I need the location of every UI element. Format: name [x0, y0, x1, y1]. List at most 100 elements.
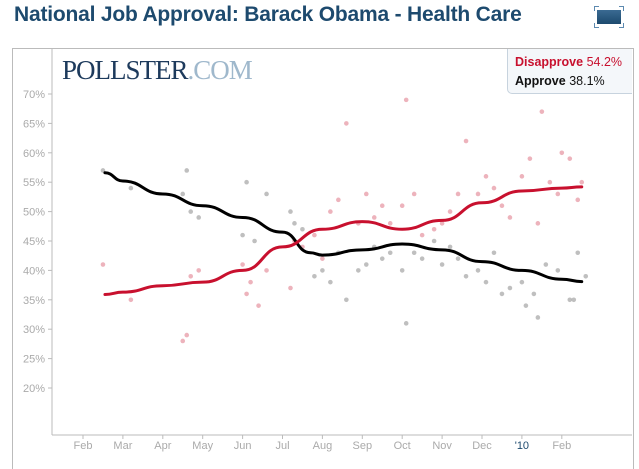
disapprove-poll-point [336, 197, 341, 203]
disapprove-poll-point [128, 297, 134, 303]
approve-poll-point [535, 315, 541, 320]
legend-disapprove-value: 54.2% [586, 55, 623, 69]
disapprove-poll-point [399, 203, 405, 209]
disapprove-poll-point [248, 279, 253, 285]
approve-poll-point [328, 279, 333, 285]
approve-poll-point [419, 256, 425, 261]
page-title: National Job Approval: Barack Obama - He… [14, 3, 522, 26]
approve-poll-point [128, 185, 134, 191]
approve-poll-point [543, 262, 549, 267]
approve-poll-point [288, 209, 293, 214]
x-tick-label: Sep [353, 440, 373, 452]
disapprove-poll-point [344, 121, 349, 126]
approve-poll-point [455, 256, 461, 261]
expand-icon [597, 10, 621, 24]
x-tick-label: Nov [432, 440, 452, 452]
legend-approve-label: Approve [515, 74, 566, 88]
approve-poll-point [196, 215, 202, 220]
legend-disapprove[interactable]: Disapprove 54.2% [515, 53, 632, 72]
disapprove-poll-point [180, 338, 186, 344]
approve-poll-point [320, 268, 325, 273]
approve-poll-point [439, 262, 445, 267]
disapprove-poll-point [499, 203, 505, 209]
disapprove-poll-point [519, 174, 525, 179]
y-tick-label: 60% [23, 148, 45, 160]
y-tick-label: 30% [23, 324, 45, 336]
disapprove-poll-point [527, 156, 533, 161]
disapprove-poll-point [439, 221, 445, 226]
disapprove-trend-line [103, 185, 584, 297]
disapprove-poll-point [455, 191, 461, 197]
disapprove-poll-point [483, 174, 489, 179]
disapprove-poll-point [379, 203, 385, 209]
approve-poll-point [344, 297, 349, 303]
approve-poll-point [519, 279, 525, 285]
disapprove-poll-point [188, 273, 194, 279]
x-tick-label: Jul [275, 440, 289, 452]
x-tick-label: May [192, 440, 213, 452]
pollster-logo: POLLSTER.COM [62, 55, 253, 86]
y-tick-label: 40% [23, 265, 45, 277]
disapprove-poll-point [575, 197, 581, 203]
approve-poll-point [379, 256, 385, 261]
approve-poll-point [431, 238, 437, 244]
approve-poll-point [491, 250, 497, 256]
approve-poll-point [363, 262, 369, 267]
approve-poll-point [447, 244, 453, 250]
approve-poll-point [555, 268, 561, 273]
x-tick-label: Apr [154, 440, 171, 452]
disapprove-poll-point [264, 268, 269, 273]
disapprove-poll-point [256, 303, 261, 308]
approve-poll-point [252, 238, 257, 244]
approve-poll-point [300, 226, 305, 232]
disapprove-poll-point [320, 256, 325, 261]
y-tick-label: 45% [23, 236, 45, 248]
corner-mark [619, 23, 624, 28]
logo-suffix: .COM [187, 55, 253, 85]
approve-poll-point [475, 268, 481, 273]
corner-mark [594, 23, 599, 28]
disapprove-poll-point [475, 191, 481, 197]
disapprove-poll-point [559, 150, 565, 156]
x-tick-label: Mar [113, 440, 132, 452]
disapprove-poll-point [419, 232, 425, 238]
approve-poll-point [240, 232, 245, 238]
y-tick-label: 65% [23, 118, 45, 130]
disapprove-poll-point [507, 215, 513, 220]
approve-poll-point [567, 297, 573, 303]
approve-poll-point [399, 268, 405, 273]
y-tick-label: 50% [23, 207, 45, 219]
approve-poll-point [312, 273, 317, 279]
approve-poll-point [292, 221, 297, 226]
legend: Disapprove 54.2% Approve 38.1% [507, 49, 632, 94]
disapprove-poll-point [403, 97, 409, 103]
disapprove-poll-point [535, 221, 541, 226]
y-tick-label: 20% [23, 383, 45, 395]
approve-poll-point [264, 191, 269, 197]
disapprove-poll-point [547, 179, 553, 185]
y-tick-label: 55% [23, 177, 45, 189]
legend-approve-value: 38.1% [569, 74, 605, 88]
disapprove-poll-point [288, 285, 293, 291]
approve-poll-point [575, 250, 581, 256]
approve-poll-point [499, 291, 505, 297]
disapprove-poll-point [363, 191, 369, 197]
disapprove-poll-point [555, 191, 561, 197]
disapprove-poll-point [312, 232, 317, 238]
disapprove-poll-point [387, 221, 393, 226]
disapprove-poll-point [579, 179, 585, 185]
x-tick-label: Aug [313, 440, 333, 452]
disapprove-poll-point [371, 215, 377, 220]
logo-main: POLLSTER [62, 55, 189, 85]
approve-poll-point [244, 179, 249, 185]
approve-poll-point [184, 168, 190, 173]
legend-approve[interactable]: Approve 38.1% [515, 72, 632, 91]
legend-disapprove-label: Disapprove [515, 55, 584, 69]
approve-poll-point [403, 321, 409, 326]
disapprove-poll-point [328, 209, 333, 214]
approve-poll-point [483, 279, 489, 285]
x-tick-label: Jun [234, 440, 252, 452]
expand-chart-button[interactable] [594, 6, 624, 28]
approve-poll-point [531, 291, 537, 297]
